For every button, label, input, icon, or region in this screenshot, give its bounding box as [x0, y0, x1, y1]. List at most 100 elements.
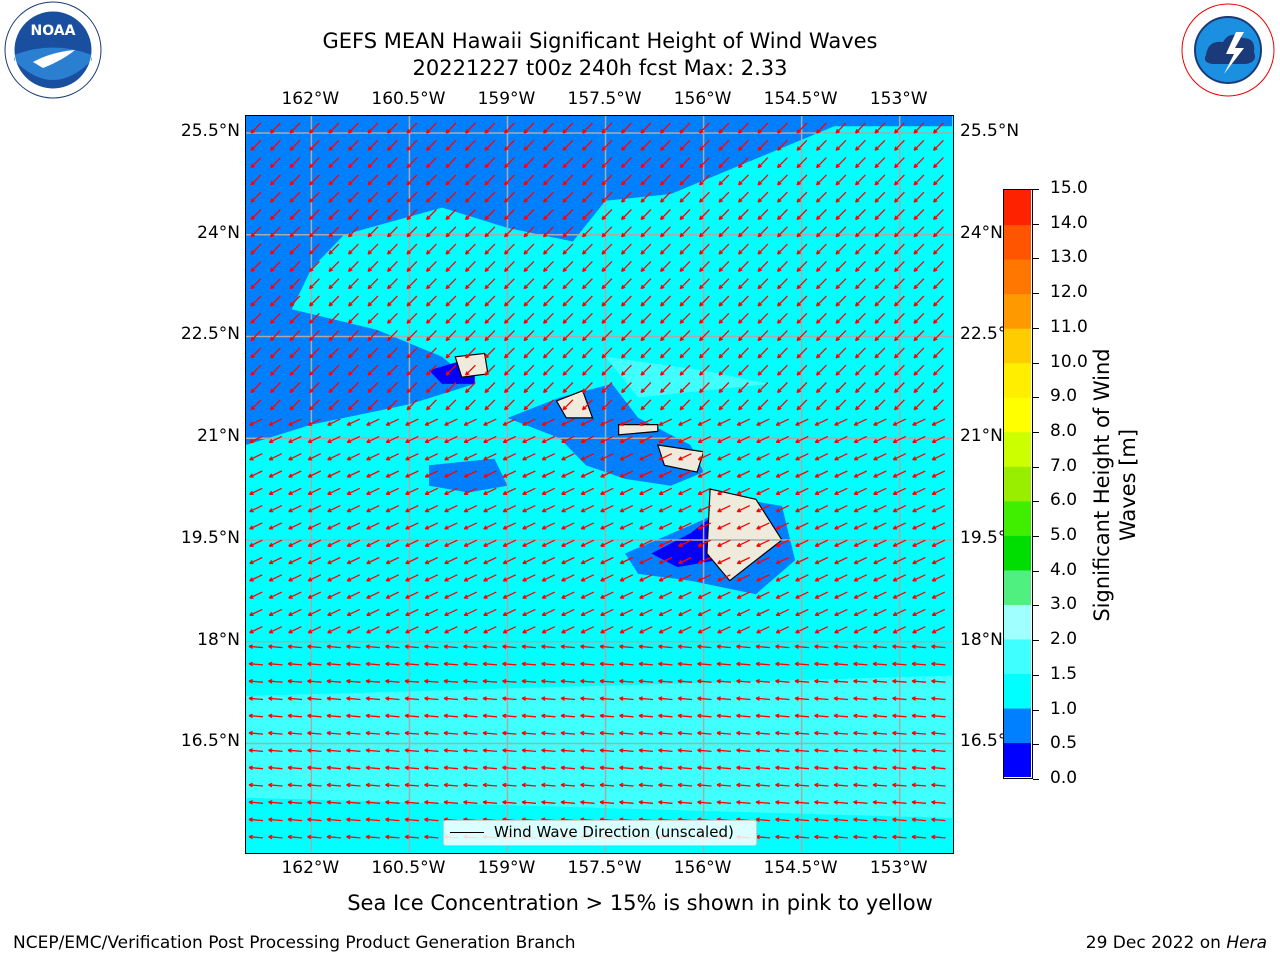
- wind-arrow: [639, 539, 653, 547]
- wind-arrow: [736, 470, 751, 478]
- wind-arrow: [268, 418, 283, 426]
- wind-arrow: [911, 800, 927, 805]
- wind-arrow: [503, 122, 515, 134]
- wind-arrow: [502, 505, 517, 513]
- wind-arrow: [503, 260, 515, 273]
- wind-arrow: [405, 626, 419, 634]
- wind-arrow: [580, 574, 595, 582]
- wind-arrow: [503, 209, 515, 221]
- wind-arrow: [776, 174, 788, 186]
- wind-arrow: [872, 748, 888, 753]
- wind-arrow: [503, 295, 515, 307]
- wind-arrow: [736, 626, 751, 634]
- wind-arrow: [892, 556, 907, 565]
- wind-arrow: [308, 382, 320, 394]
- wind-arrow: [463, 678, 478, 684]
- wind-arrow: [873, 418, 887, 426]
- colorbar-tick-mark: [1033, 258, 1039, 260]
- wind-arrow: [776, 209, 788, 221]
- wind-arrow: [854, 278, 866, 290]
- wind-arrow: [678, 539, 692, 547]
- wind-arrow: [562, 399, 574, 411]
- wind-arrow: [307, 661, 322, 667]
- wind-arrow: [288, 556, 302, 565]
- wind-arrow: [405, 608, 419, 617]
- wind-arrow: [601, 278, 613, 290]
- wind-arrow: [307, 834, 322, 840]
- wind-arrow: [347, 209, 359, 221]
- wind-arrow: [405, 418, 419, 426]
- wind-arrow: [289, 209, 301, 221]
- wind-arrow: [736, 435, 751, 444]
- wind-arrow: [873, 626, 887, 634]
- wind-arrow: [502, 626, 517, 634]
- wind-arrow: [289, 157, 301, 169]
- wind-arrow: [502, 678, 517, 684]
- wind-arrow: [249, 487, 263, 495]
- wind-arrow: [677, 730, 693, 736]
- credit-left: NCEP/EMC/Verification Post Processing Pr…: [13, 933, 576, 953]
- wind-arrow: [874, 399, 886, 411]
- wind-arrow: [541, 800, 556, 805]
- wind-arrow: [854, 295, 866, 307]
- wind-arrow: [872, 696, 888, 701]
- wind-arrow: [289, 278, 301, 290]
- wind-arrow: [288, 435, 302, 444]
- wind-arrow: [484, 399, 496, 411]
- wind-arrow: [658, 782, 673, 788]
- wind-arrow: [794, 644, 810, 649]
- wind-arrow: [835, 312, 847, 324]
- wind-arrow: [815, 191, 827, 203]
- wind-arrow: [834, 522, 848, 530]
- wind-arrow: [346, 678, 361, 684]
- wind-arrow: [580, 765, 595, 771]
- wind-arrow: [912, 470, 926, 478]
- wind-arrow: [736, 522, 751, 530]
- wind-arrow: [892, 453, 907, 461]
- colorbar-swatch: [1004, 638, 1031, 675]
- wind-arrow: [424, 505, 439, 513]
- wind-arrow: [679, 347, 691, 359]
- colorbar-tick-label: 3.0: [1050, 594, 1078, 615]
- wind-arrow: [328, 278, 340, 290]
- wind-arrow: [483, 453, 497, 461]
- wind-arrow: [405, 556, 419, 565]
- wind-arrow: [892, 713, 907, 719]
- wind-arrow: [307, 696, 322, 701]
- wind-arrow: [346, 453, 361, 461]
- wind-arrow: [619, 661, 634, 667]
- wind-arrow: [835, 174, 847, 186]
- wind-arrow: [502, 487, 517, 495]
- wind-arrow: [755, 817, 771, 822]
- wind-arrow: [601, 330, 613, 342]
- wind-arrow: [289, 139, 301, 151]
- wind-arrow: [268, 435, 283, 444]
- wind-arrow: [405, 505, 419, 513]
- wind-arrow: [541, 748, 556, 753]
- wind-arrow: [854, 157, 866, 169]
- wind-arrow: [835, 399, 847, 411]
- wind-arrow: [541, 539, 556, 547]
- wind-arrow: [404, 748, 420, 753]
- wind-arrow: [561, 591, 575, 599]
- lon-tick-bottom: 159°W: [477, 858, 536, 878]
- colorbar-tick-label: 1.0: [1050, 698, 1078, 719]
- wind-arrow: [424, 435, 439, 444]
- wind-arrow: [385, 435, 400, 444]
- wind-arrow: [406, 226, 418, 238]
- wind-arrow: [562, 382, 574, 394]
- wind-arrow: [580, 591, 595, 599]
- wind-arrow: [873, 574, 887, 582]
- wind-arrow: [697, 470, 712, 478]
- wind-arrow: [542, 295, 554, 307]
- noaa-logo-text: NOAA: [31, 23, 76, 39]
- wind-arrow: [600, 608, 614, 617]
- wind-arrow: [640, 330, 652, 342]
- wind-arrow: [659, 226, 671, 238]
- wind-arrow: [463, 522, 478, 530]
- wind-arrow: [347, 364, 359, 376]
- wind-arrow: [463, 748, 478, 753]
- wind-arrow: [307, 556, 322, 565]
- wind-arrow: [697, 782, 712, 788]
- wind-arrow: [775, 470, 790, 478]
